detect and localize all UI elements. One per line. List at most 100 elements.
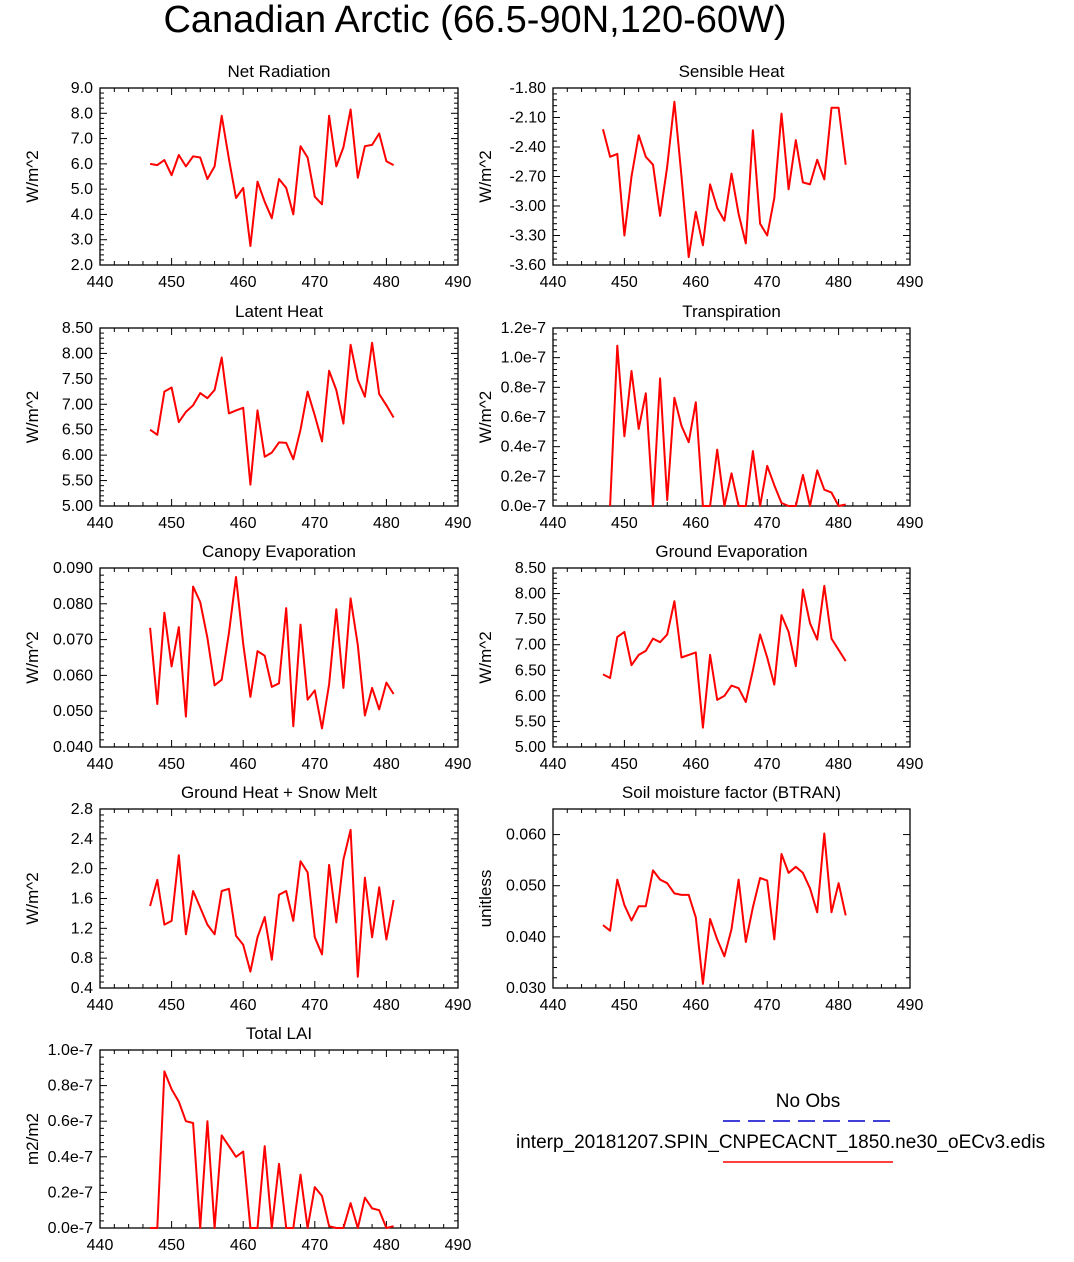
y-tick-label: 0.2e-7 xyxy=(48,1184,93,1201)
x-tick-label: 480 xyxy=(373,274,400,291)
panel-5: 440 450 460 470 480 490 0.040 0.050 0.060 0.070 0.… xyxy=(23,542,471,773)
x-tick-label: 470 xyxy=(754,515,781,532)
x-tick-label: 470 xyxy=(754,756,781,773)
y-tick-label: 6.0 xyxy=(71,156,93,173)
x-tick-label: 490 xyxy=(897,515,924,532)
plot-frame xyxy=(99,567,459,748)
x-tick-label: 440 xyxy=(540,997,567,1014)
panel-title: Net Radiation xyxy=(227,62,330,81)
x-tick-label: 470 xyxy=(301,997,328,1014)
y-tick-label: -2.70 xyxy=(510,169,547,186)
y-tick-label: 0.030 xyxy=(506,980,546,997)
x-tick-label: 480 xyxy=(825,756,852,773)
x-tick-label: 470 xyxy=(301,756,328,773)
y-tick-label: 2.0 xyxy=(71,861,93,878)
x-tick-label: 460 xyxy=(682,756,709,773)
x-tick-label: 480 xyxy=(373,515,400,532)
x-tick-label: 490 xyxy=(897,997,924,1014)
x-tick-label: 450 xyxy=(158,997,185,1014)
y-tick-label: 3.0 xyxy=(71,232,93,249)
y-tick-label: 5.0 xyxy=(71,181,93,198)
y-tick-label: 0.070 xyxy=(53,632,93,649)
y-tick-label: 5.00 xyxy=(62,498,93,515)
x-tick-label: 460 xyxy=(682,515,709,532)
y-axis-label: W/m^2 xyxy=(23,631,42,683)
y-tick-label: 0.6e-7 xyxy=(48,1113,93,1130)
x-tick-label: 490 xyxy=(897,274,924,291)
y-tick-label: 1.0e-7 xyxy=(48,1042,93,1059)
y-tick-label: 0.0e-7 xyxy=(501,498,546,515)
x-tick-label: 450 xyxy=(611,997,638,1014)
y-tick-label: 9.0 xyxy=(71,80,93,97)
x-tick-label: 450 xyxy=(158,274,185,291)
plot-frame xyxy=(552,567,911,748)
y-tick-label: 0.6e-7 xyxy=(501,409,546,426)
x-tick-label: 440 xyxy=(540,515,567,532)
x-tick-label: 480 xyxy=(373,756,400,773)
panel-8: 440 450 460 470 480 490 0.030 0.040 0.050 0.060 So… xyxy=(476,783,923,1014)
panel-9: 440 450 460 470 480 490 0.0e-7 0.2e-7 0.4e-7 0.6e… xyxy=(23,1024,471,1254)
x-tick-label: 490 xyxy=(445,1237,472,1254)
x-tick-label: 440 xyxy=(87,997,114,1014)
plot-frame xyxy=(99,327,459,507)
panel-title: Total LAI xyxy=(246,1024,312,1043)
y-axis-label: W/m^2 xyxy=(23,391,42,443)
y-tick-label: 0.060 xyxy=(506,827,546,844)
y-axis-label: W/m^2 xyxy=(23,872,42,924)
y-axis-label: m2/m2 xyxy=(23,1113,42,1165)
y-tick-label: 5.50 xyxy=(515,713,546,730)
x-tick-label: 490 xyxy=(445,756,472,773)
plot-frame xyxy=(552,808,911,989)
x-tick-label: 480 xyxy=(825,515,852,532)
y-tick-label: 2.8 xyxy=(71,801,93,818)
y-tick-label: 7.50 xyxy=(515,611,546,628)
x-tick-label: 440 xyxy=(87,1237,114,1254)
x-tick-label: 490 xyxy=(445,515,472,532)
plot-frame xyxy=(99,1049,459,1229)
panel-title: Transpiration xyxy=(682,302,781,321)
x-tick-label: 460 xyxy=(230,515,257,532)
x-tick-label: 460 xyxy=(230,756,257,773)
y-tick-label: 7.00 xyxy=(515,637,546,654)
y-tick-label: 0.2e-7 xyxy=(501,468,546,485)
y-axis-label: unitless xyxy=(476,870,495,928)
x-tick-label: 450 xyxy=(611,274,638,291)
panel-title: Ground Heat + Snow Melt xyxy=(181,783,377,802)
panel-title: Sensible Heat xyxy=(679,62,785,81)
y-axis-label: W/m^2 xyxy=(476,150,495,202)
y-tick-label: 0.040 xyxy=(53,739,93,756)
y-tick-label: 7.0 xyxy=(71,131,93,148)
panel-title: Ground Evaporation xyxy=(655,542,807,561)
main-title: Canadian Arctic (66.5-90N,120-60W) xyxy=(163,0,787,41)
x-tick-label: 480 xyxy=(825,997,852,1014)
x-tick-label: 490 xyxy=(445,274,472,291)
y-tick-label: 8.00 xyxy=(515,586,546,603)
y-tick-label: 0.050 xyxy=(506,878,546,895)
y-tick-label: 6.50 xyxy=(62,422,93,439)
x-tick-label: 440 xyxy=(87,515,114,532)
y-tick-label: 8.50 xyxy=(515,560,546,577)
y-axis-label: W/m^2 xyxy=(476,391,495,443)
x-tick-label: 490 xyxy=(897,756,924,773)
plot-frame xyxy=(552,327,911,507)
panel-3: 440 450 460 470 480 490 5.00 5.50 6.00 6.50 7.00 7.… xyxy=(23,302,471,532)
x-tick-label: 460 xyxy=(230,997,257,1014)
y-tick-label: 8.00 xyxy=(62,345,93,362)
x-tick-label: 450 xyxy=(158,756,185,773)
y-tick-label: 5.50 xyxy=(62,473,93,490)
x-tick-label: 440 xyxy=(87,756,114,773)
y-tick-label: 0.8e-7 xyxy=(501,379,546,396)
panel-7: 440 450 460 470 480 490 0.4 0.8 1.2 1.6 2.0 2.4 2.8 G… xyxy=(23,783,471,1014)
y-tick-label: 0.080 xyxy=(53,596,93,613)
x-tick-label: 460 xyxy=(682,997,709,1014)
y-tick-label: -2.40 xyxy=(510,139,547,156)
y-tick-label: 0.4 xyxy=(71,980,93,997)
x-tick-label: 450 xyxy=(158,515,185,532)
series-line xyxy=(609,344,846,507)
y-tick-label: 8.50 xyxy=(62,320,93,337)
series-line xyxy=(602,100,847,259)
panel-6: 440 450 460 470 480 490 5.00 5.50 6.00 6.50 7.00 7.… xyxy=(476,542,923,773)
y-tick-label: -1.80 xyxy=(510,80,547,97)
y-tick-label: 6.00 xyxy=(515,688,546,705)
